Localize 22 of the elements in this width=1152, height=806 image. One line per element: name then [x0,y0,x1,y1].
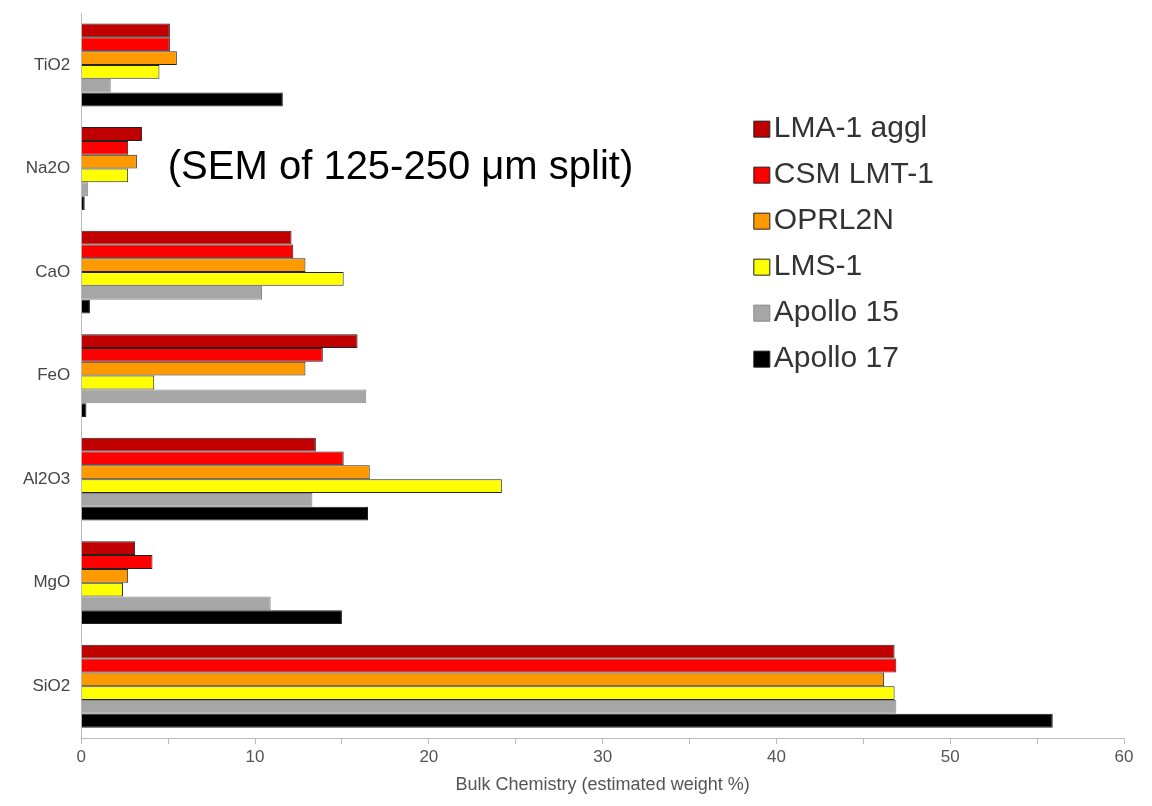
x-tick-label: 60 [1114,746,1134,766]
x-axis-title: Bulk Chemistry (estimated weight %) [455,774,750,795]
x-tick-label: 40 [766,746,786,766]
y-tick-label: CaO [35,261,71,281]
y-tick-label: Al2O3 [23,468,71,488]
x-tick-label: 20 [419,746,439,766]
legend-label: LMS-1 [773,248,863,282]
legend-label: LMA-1 aggl [773,110,928,144]
legend-label: CSM LMT-1 [773,156,934,190]
y-tick-label: Na2O [25,158,71,178]
legend-label: OPRL2N [773,202,894,236]
x-tick-label: 50 [940,746,960,766]
legend-label: Apollo 15 [773,294,899,328]
x-tick-label: 30 [593,746,613,766]
y-tick-label: TiO2 [34,54,71,74]
x-tick-label: 10 [245,746,265,766]
y-tick-label: MgO [33,572,71,592]
annotation: (SEM of 125-250 μm split) [167,143,634,188]
y-tick-label: FeO [37,365,71,385]
x-tick-label: 0 [76,746,86,766]
y-tick-label: SiO2 [32,675,71,695]
legend-label: Apollo 17 [773,340,899,374]
